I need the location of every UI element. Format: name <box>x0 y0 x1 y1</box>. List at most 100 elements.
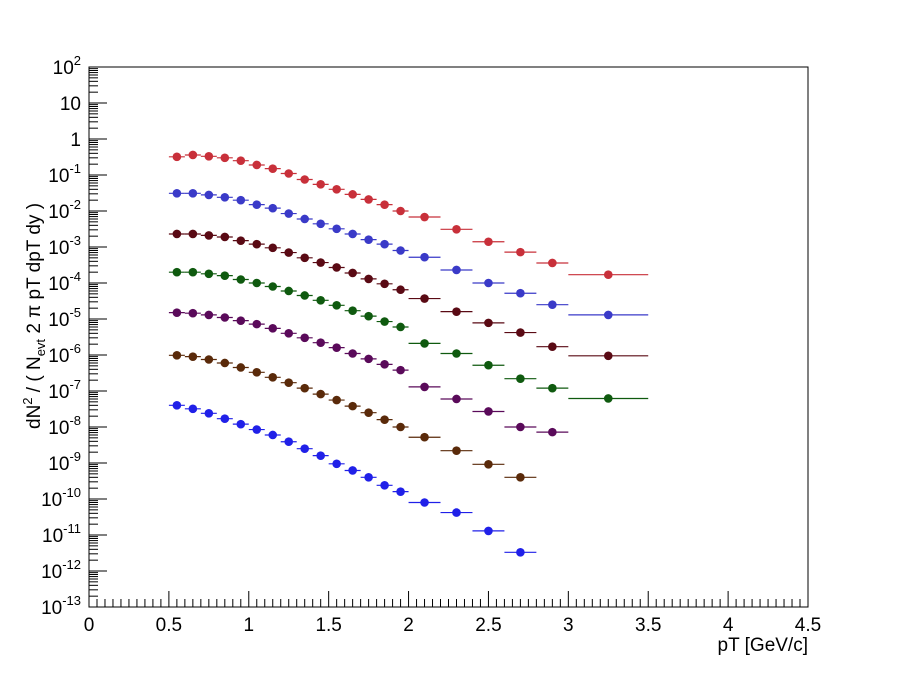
data-series-3 <box>168 267 649 403</box>
y-tick-mantissa: 10 <box>48 274 69 295</box>
data-point <box>364 354 373 364</box>
y-tick-exponent: -13 <box>62 593 81 608</box>
data-point <box>300 444 310 453</box>
data-point <box>300 214 310 224</box>
y-tick-label: 102 <box>53 53 81 79</box>
data-point <box>284 437 294 447</box>
data-point <box>380 481 389 490</box>
y-tick-label: 10-3 <box>48 233 81 259</box>
data-point <box>268 373 278 382</box>
data-point <box>268 430 278 440</box>
data-point <box>268 243 278 253</box>
data-point <box>188 267 198 277</box>
y-tick-exponent: -8 <box>69 413 81 428</box>
data-point <box>188 229 198 239</box>
data-point <box>516 422 525 432</box>
data-point <box>316 451 325 460</box>
data-point <box>172 152 182 162</box>
y-tick-label: 10-8 <box>48 413 81 439</box>
y-tick-mantissa: 10 <box>48 310 69 331</box>
y-tick-mantissa: 10 <box>41 562 62 583</box>
data-point <box>364 195 373 204</box>
data-point <box>188 352 198 361</box>
data-point <box>204 231 214 240</box>
y-tick-exponent: -12 <box>62 557 81 572</box>
data-point <box>396 487 405 496</box>
data-point <box>252 425 262 434</box>
data-point <box>420 294 429 303</box>
data-point <box>236 156 246 165</box>
data-point <box>252 160 262 170</box>
data-point <box>300 383 310 393</box>
data-point <box>300 333 310 343</box>
data-point <box>516 288 525 298</box>
data-series-2 <box>168 229 649 361</box>
data-point <box>484 460 493 469</box>
y-tick-label: 10-2 <box>48 197 81 223</box>
data-point <box>236 363 246 372</box>
x-tick-label: 1 <box>243 615 254 636</box>
data-point <box>484 526 493 536</box>
y-tick-mantissa: 10 <box>48 202 69 223</box>
y-tick-label: 10-12 <box>41 557 81 583</box>
data-point <box>252 368 262 377</box>
y-tick-label: 10-4 <box>48 269 81 295</box>
data-point <box>252 319 262 329</box>
data-point <box>348 229 357 239</box>
data-point <box>220 414 230 424</box>
data-point <box>220 193 230 202</box>
data-point <box>284 329 294 338</box>
data-point <box>220 271 230 280</box>
data-point <box>268 203 278 213</box>
y-tick-exponent: -10 <box>62 485 81 500</box>
y-tick-mantissa: 10 <box>48 166 69 187</box>
y-tick-exponent: -6 <box>69 341 81 356</box>
data-point <box>188 404 198 414</box>
data-point <box>236 419 246 429</box>
data-point <box>220 358 230 368</box>
data-point <box>252 278 262 288</box>
data-point <box>452 307 461 316</box>
y-tick-exponent: -11 <box>63 521 81 536</box>
y-axis-title-mid: / ( N <box>24 356 45 397</box>
y-tick-label: 10-7 <box>48 377 81 403</box>
x-tick-label: 0.5 <box>156 615 182 636</box>
data-point <box>252 239 262 249</box>
data-point <box>332 224 341 234</box>
y-tick-exponent: -3 <box>69 233 81 248</box>
data-point <box>188 189 198 198</box>
data-point <box>188 150 198 160</box>
data-point <box>380 200 389 209</box>
y-tick-mantissa: 10 <box>48 238 69 259</box>
x-tick-label: 3.5 <box>635 615 661 636</box>
y-axis-title: dN2 / ( Nevt 2 π pT dpT dy ) <box>20 203 48 429</box>
y-tick-exponent: -4 <box>69 269 81 284</box>
data-point <box>332 263 341 272</box>
y-axis-title-sub: evt <box>33 339 48 357</box>
data-point <box>380 279 389 289</box>
y-tick-mantissa: 10 <box>48 454 69 475</box>
y-axis-title-tail: 2 π pT dpT dy ) <box>24 203 45 339</box>
data-point <box>396 422 405 432</box>
data-point <box>204 152 214 161</box>
data-point <box>548 427 557 437</box>
data-point <box>252 200 262 209</box>
data-point <box>284 169 294 178</box>
y-axis-title-lead: dN <box>24 405 45 429</box>
x-axis-title: pT [GeV/c] <box>718 635 808 656</box>
data-point <box>172 189 182 198</box>
data-point <box>172 351 182 360</box>
data-point <box>332 395 341 405</box>
data-point <box>348 466 357 475</box>
data-point <box>284 378 294 388</box>
y-tick-label: 10-11 <box>42 521 81 547</box>
y-tick-label: 1 <box>70 130 81 151</box>
data-point <box>484 278 493 288</box>
y-tick-exponent: 2 <box>74 53 81 68</box>
data-point <box>268 164 278 173</box>
y-tick-mantissa: 10 <box>48 418 69 439</box>
y-tick-label: 10-9 <box>48 449 81 475</box>
data-point <box>516 548 525 557</box>
data-point <box>300 291 310 300</box>
